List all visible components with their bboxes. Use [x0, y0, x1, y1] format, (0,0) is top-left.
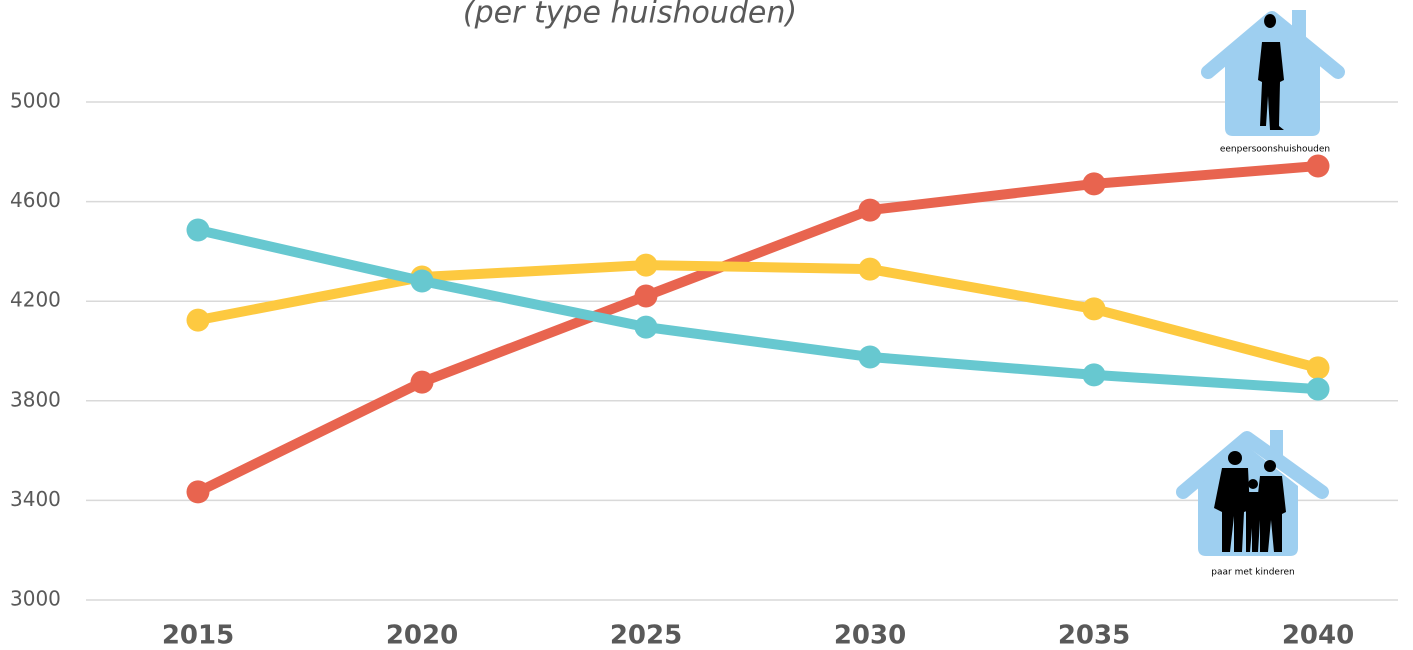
data-point [634, 253, 658, 277]
data-point [186, 218, 210, 242]
x-tick-label: 2025 [610, 621, 682, 650]
data-point [858, 257, 882, 281]
data-point [634, 315, 658, 339]
data-point [186, 308, 210, 332]
chart-subtitle: (per type huishouden) [463, 0, 797, 31]
data-point [1082, 172, 1106, 196]
y-tick-label: 4200 [10, 288, 61, 312]
y-tick-label: 3000 [10, 587, 61, 611]
y-tick-label: 3800 [10, 387, 61, 411]
series-line [195, 161, 1319, 497]
data-point [410, 269, 434, 293]
data-point [634, 284, 658, 308]
data-point [410, 370, 434, 394]
y-tick-label: 4600 [10, 188, 61, 212]
data-point [1306, 356, 1330, 380]
data-point [858, 198, 882, 222]
x-tick-label: 2035 [1058, 621, 1130, 650]
data-point [1306, 154, 1330, 178]
data-point [186, 480, 210, 504]
x-tick-label: 2020 [386, 621, 458, 650]
annotation: eenpersoonshuishouden [1220, 145, 1330, 155]
y-tick-label: 5000 [10, 89, 61, 113]
house-icon-family: paar met kinderen [1176, 430, 1329, 578]
x-tick-label: 2030 [834, 621, 906, 650]
x-tick-label: 2040 [1282, 621, 1354, 650]
y-tick-label: 3400 [10, 487, 61, 511]
data-point [1082, 297, 1106, 321]
house-icon-single: eenpersoonshuishouden [1201, 10, 1345, 155]
series-line [196, 225, 1319, 395]
data-point [1306, 377, 1330, 401]
series-line [197, 260, 1320, 373]
annotation: paar met kinderen [1211, 568, 1294, 578]
data-point [1082, 363, 1106, 387]
series [186, 154, 1330, 504]
data-point [858, 345, 882, 369]
x-tick-label: 2015 [162, 621, 234, 650]
grid: 3000 3400 3800 4200 4600 5000 2015 2020 2025 2030… [10, 89, 1398, 650]
